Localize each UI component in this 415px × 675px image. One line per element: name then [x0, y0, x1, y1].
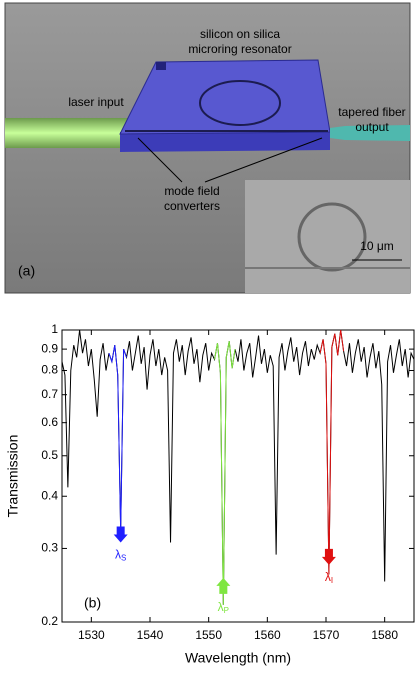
spectrum-line — [108, 345, 128, 532]
spectrum-line — [319, 329, 345, 575]
x-axis-label: Wavelength (nm) — [185, 650, 291, 666]
y-tick-label: 0.8 — [41, 363, 58, 377]
annotation-arrow — [216, 577, 231, 594]
annotation-label: λP — [218, 600, 229, 615]
label: output — [355, 120, 389, 134]
chip-corner — [156, 62, 166, 70]
panel-label: (b) — [84, 595, 101, 611]
sem-ring — [297, 202, 367, 272]
y-tick-label: 0.3 — [41, 541, 58, 555]
x-tick-label: 1580 — [371, 628, 398, 642]
spectrum-line — [214, 341, 236, 605]
annotation-symbol: λ — [218, 600, 224, 614]
tapered-fiber — [330, 125, 410, 141]
label: microring resonator — [188, 42, 291, 56]
annotation-symbol: λ — [115, 548, 121, 562]
annotation-arrow — [113, 526, 128, 543]
x-tick-label: 1560 — [254, 628, 281, 642]
annotation-label: λS — [115, 548, 126, 563]
microring — [199, 80, 281, 126]
x-tick-label: 1550 — [195, 628, 222, 642]
annotation-symbol: λ — [325, 570, 331, 584]
annotation-subscript: I — [331, 576, 333, 585]
panel-label: (a) — [18, 263, 35, 279]
annotation-arrow — [321, 548, 336, 565]
y-tick-label: 1 — [51, 322, 58, 336]
plot-frame — [61, 329, 415, 623]
label: converters — [164, 199, 220, 213]
x-tick-label: 1570 — [313, 628, 340, 642]
y-tick-label: 0.2 — [41, 614, 58, 628]
label: mode field — [164, 184, 219, 198]
label: silicon on silica — [200, 27, 280, 41]
y-tick-label: 0.7 — [41, 387, 58, 401]
y-tick-label: 0.4 — [41, 488, 58, 502]
pointer — [137, 137, 183, 183]
annotation-subscript: S — [121, 554, 126, 563]
scale-label: 10 μm — [360, 239, 394, 253]
pointer — [204, 137, 323, 183]
label: tapered fiber — [338, 105, 405, 119]
label: laser input — [68, 95, 124, 109]
chip-front — [120, 132, 330, 152]
spectrum-line — [61, 329, 415, 605]
annotation-label: λI — [325, 570, 333, 585]
y-tick-label: 0.6 — [41, 415, 58, 429]
y-tick-label: 0.9 — [41, 341, 58, 355]
sem-inset — [245, 180, 410, 293]
x-tick-label: 1540 — [137, 628, 164, 642]
panel-a: silicon on silica microring resonator la… — [4, 2, 411, 294]
x-tick-label: 1530 — [78, 628, 105, 642]
annotation-subscript: P — [224, 606, 229, 615]
y-tick-label: 0.5 — [41, 448, 58, 462]
y-axis-label: Transmission — [5, 435, 21, 518]
